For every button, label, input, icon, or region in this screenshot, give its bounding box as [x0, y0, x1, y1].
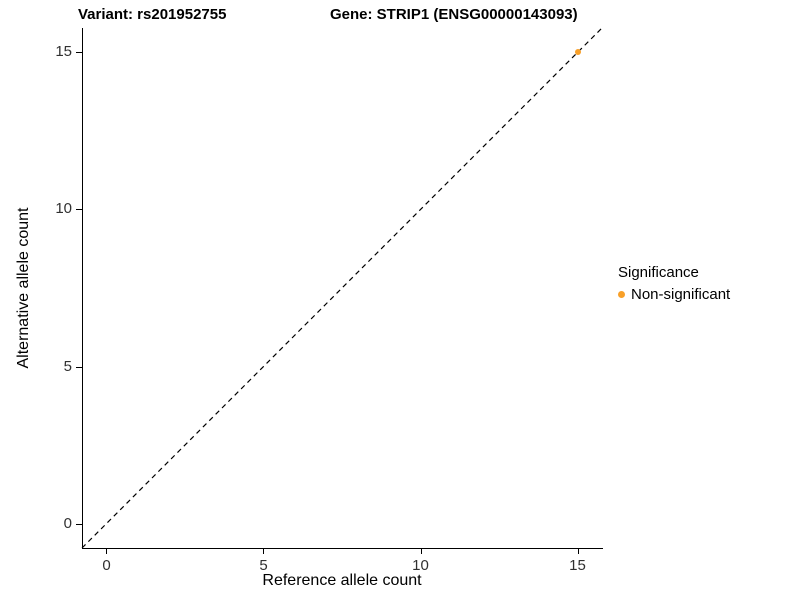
x-tick-mark [577, 548, 579, 554]
x-axis-line [82, 548, 603, 549]
legend-item: Non-significant [618, 286, 730, 303]
x-tick-label: 15 [569, 557, 586, 574]
legend-items: Non-significant [618, 286, 730, 303]
gene-title: Gene: STRIP1 (ENSG00000143093) [330, 6, 578, 23]
y-axis-title: Alternative allele count [15, 207, 32, 369]
data-point [574, 49, 581, 56]
y-tick-mark [76, 366, 82, 368]
x-tick-label: 0 [102, 557, 111, 574]
x-tick-mark [106, 548, 108, 554]
variant-title: Variant: rs201952755 [78, 6, 227, 23]
x-tick-mark [420, 548, 422, 554]
plot-panel [81, 27, 603, 549]
legend-title: Significance [618, 264, 699, 281]
x-tick-label: 10 [412, 557, 429, 574]
y-tick-label: 0 [63, 514, 72, 532]
y-tick-mark [76, 52, 82, 54]
x-axis-title: Reference allele count [262, 572, 422, 589]
y-tick-mark [76, 523, 82, 525]
y-tick-label: 5 [63, 357, 72, 375]
y-tick-label: 10 [55, 200, 72, 218]
identity-line [81, 27, 603, 549]
legend: Significance Non-significant [618, 264, 730, 303]
x-tick-mark [263, 548, 265, 554]
y-axis-line [82, 28, 83, 549]
dashed-diagonal-line [81, 27, 603, 549]
y-tick-mark [76, 209, 82, 211]
y-tick-label: 15 [55, 43, 72, 61]
legend-item-label: Non-significant [631, 286, 731, 303]
x-tick-label: 5 [259, 557, 268, 574]
legend-dot-icon [618, 291, 625, 298]
